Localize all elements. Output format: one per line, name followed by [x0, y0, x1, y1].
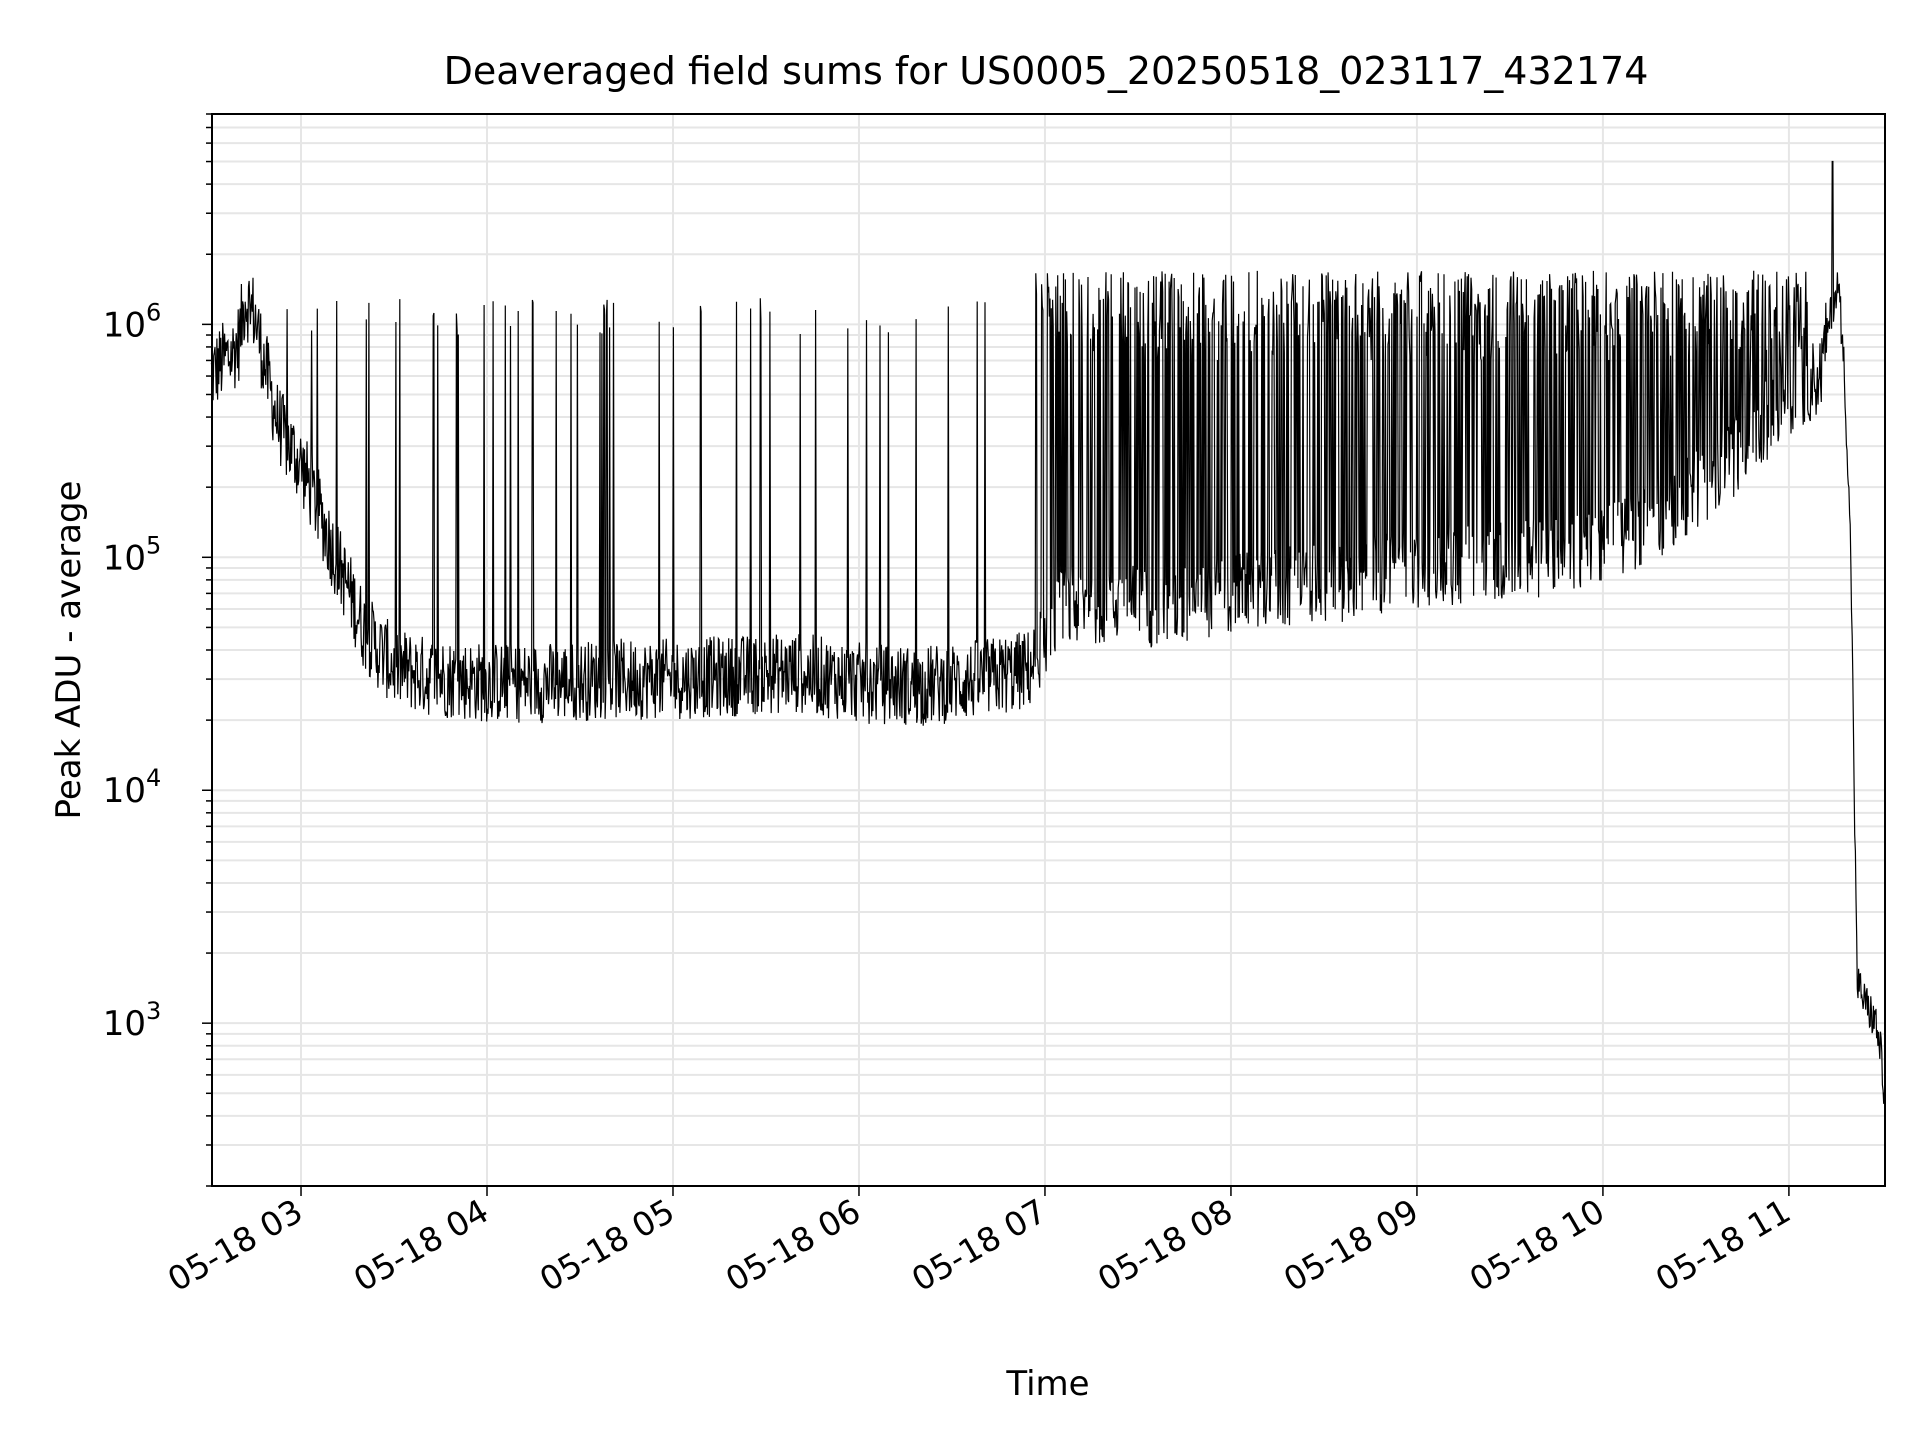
grid-lines	[212, 113, 1885, 1187]
series-line	[210, 160, 1886, 1118]
chart-title: Deaveraged field sums for US0005_2025051…	[444, 49, 1649, 93]
x-tick-label: 05-18 10	[1463, 1191, 1611, 1299]
x-axis-label: Time	[1005, 1364, 1089, 1404]
y-tick-label: 105	[103, 531, 162, 578]
x-tick-label: 05-18 03	[161, 1191, 309, 1299]
x-tick-label: 05-18 07	[905, 1191, 1053, 1299]
x-tick-label: 05-18 04	[347, 1191, 495, 1299]
y-tick-label: 106	[103, 298, 162, 345]
x-tick-label: 05-18 09	[1277, 1191, 1425, 1299]
x-tick-label: 05-18 05	[533, 1191, 681, 1299]
x-tick-label: 05-18 06	[719, 1191, 867, 1299]
y-tick-label: 104	[103, 764, 162, 811]
data-series	[210, 160, 1886, 1118]
y-tick-label: 103	[103, 997, 162, 1044]
y-axis-ticks: 103 104 105 106	[103, 113, 212, 1187]
x-tick-label: 05-18 08	[1091, 1191, 1239, 1299]
y-axis-label: Peak ADU - average	[49, 481, 89, 820]
x-tick-label: 05-18 11	[1649, 1191, 1797, 1299]
x-axis-ticks: 05-18 03 05-18 04 05-18 05 05-18 06 05-18 07…	[161, 1186, 1797, 1299]
